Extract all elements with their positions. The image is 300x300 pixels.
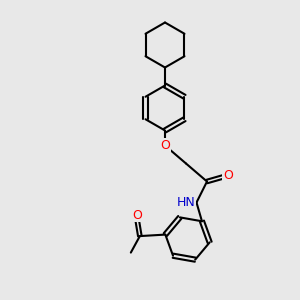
- Text: O: O: [223, 169, 233, 182]
- Text: O: O: [160, 139, 170, 152]
- Text: HN: HN: [176, 196, 195, 209]
- Text: O: O: [132, 208, 142, 222]
